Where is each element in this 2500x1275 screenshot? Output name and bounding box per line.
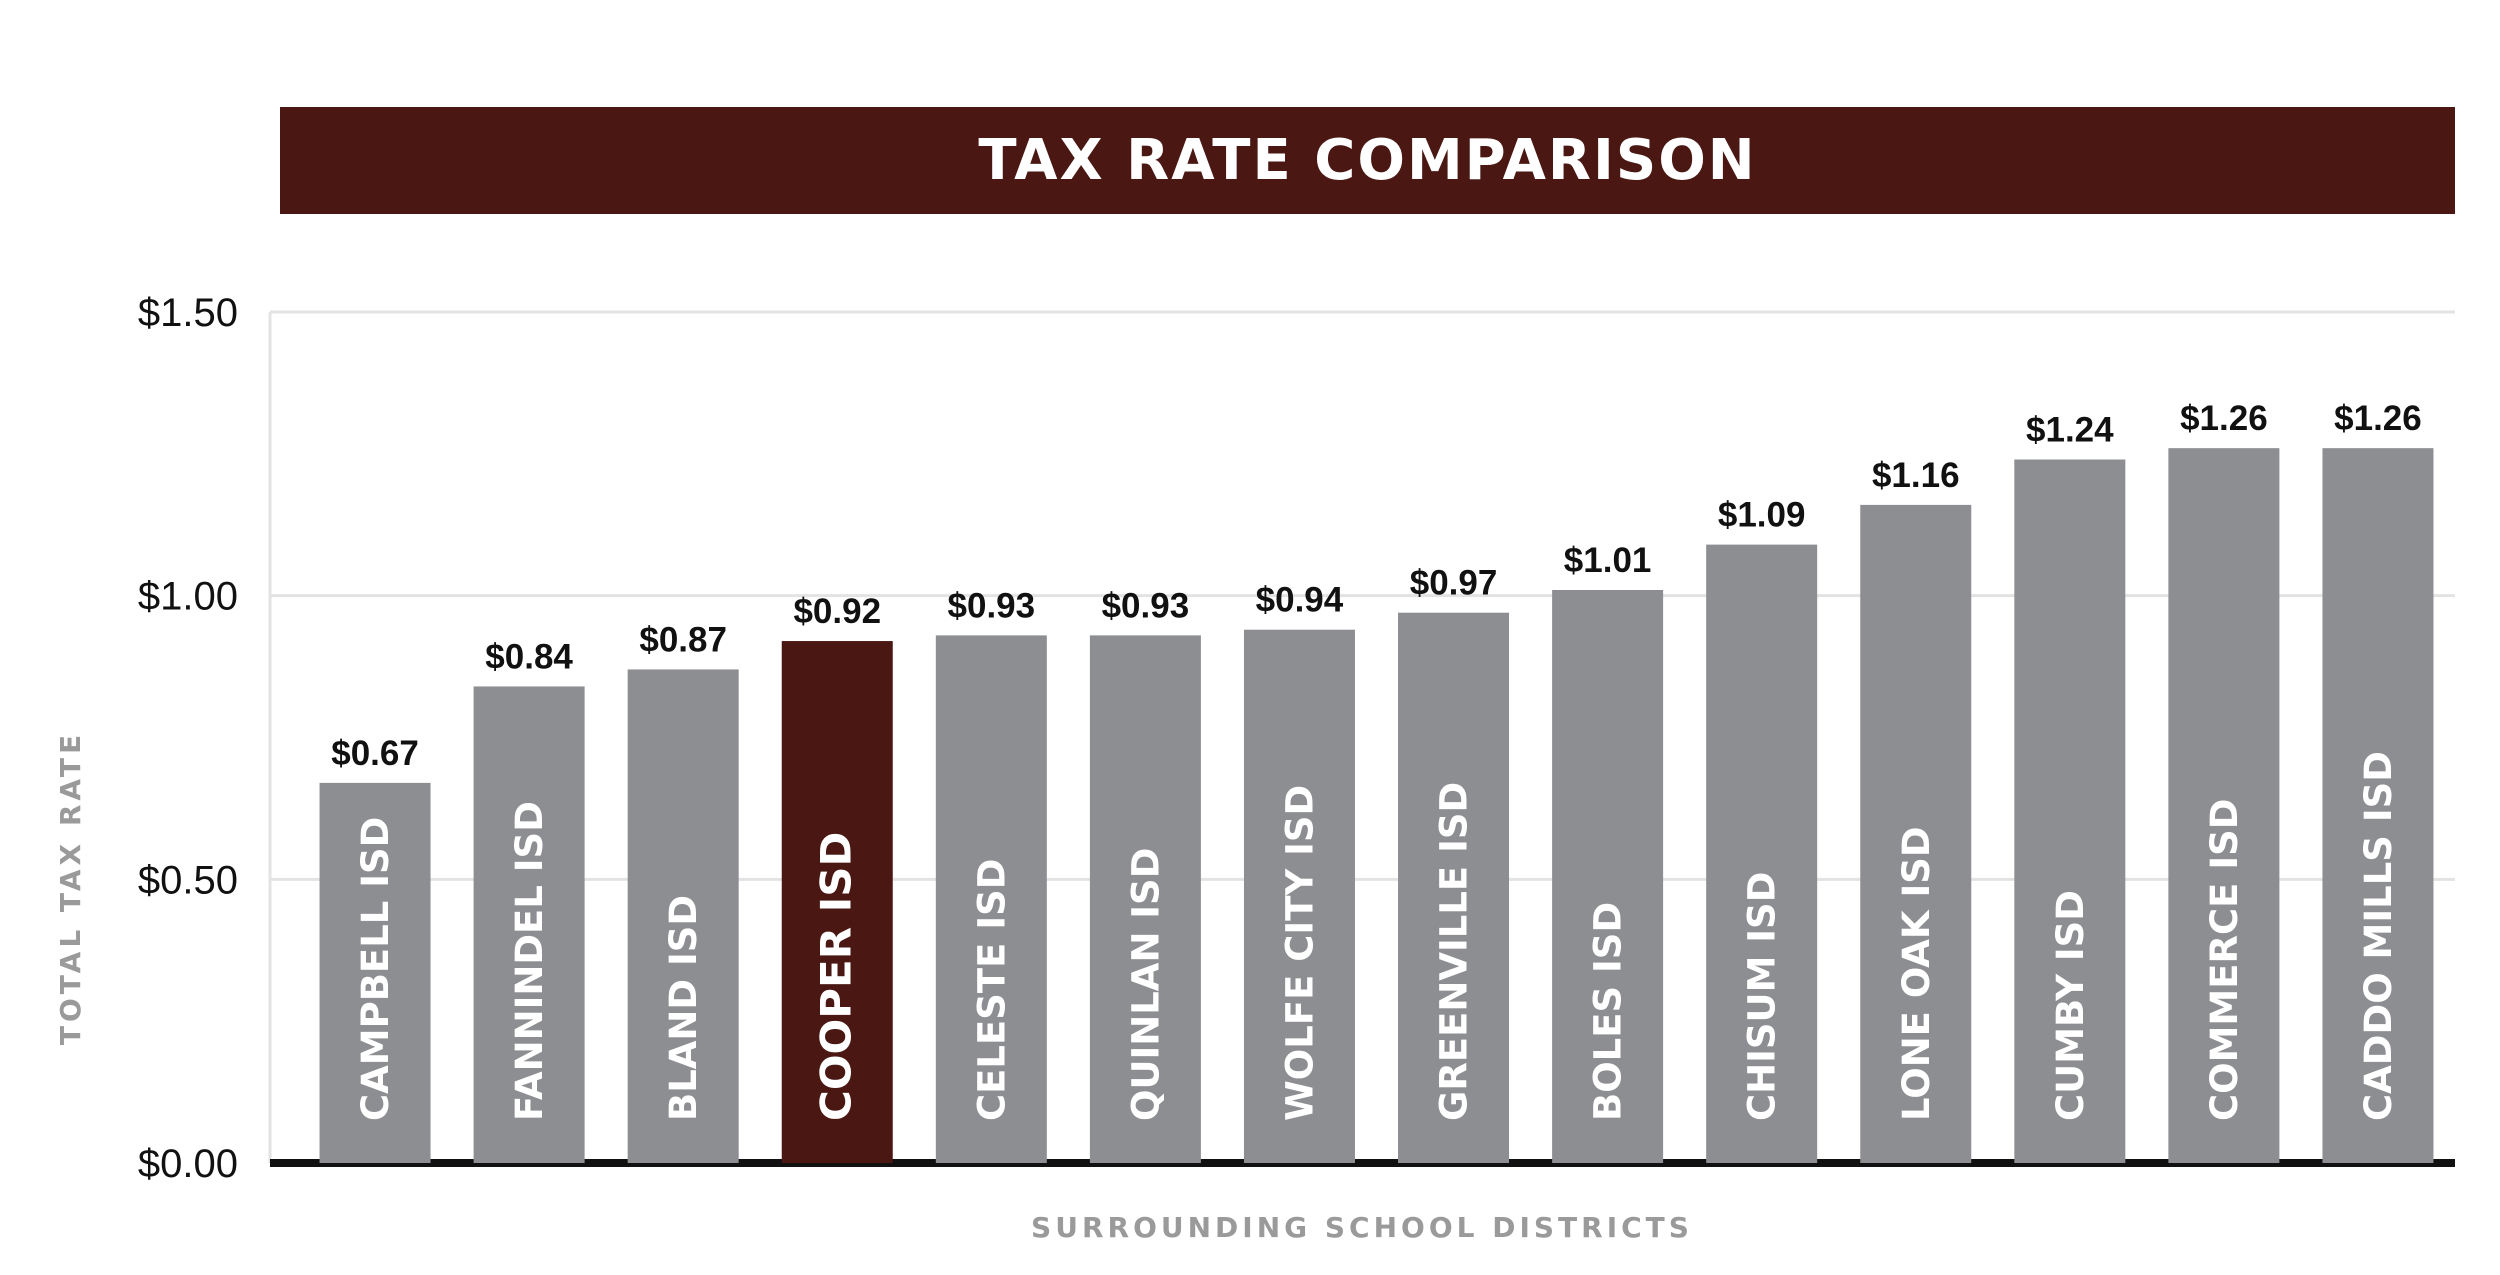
labels: $0.00 $0.50 $1.00 $1.50 $0.67 CAMPBELL ISD $0.… xyxy=(138,291,2422,1186)
category-label: WOLFE CITY ISD xyxy=(1278,785,1321,1121)
category-label: CADDO MILLS ISD xyxy=(2357,751,2400,1121)
data-label: $1.26 xyxy=(2180,399,2268,438)
y-tick-label: $0.00 xyxy=(138,1142,238,1186)
data-label: $0.87 xyxy=(639,620,727,659)
bar xyxy=(1089,635,1201,1163)
bar xyxy=(473,686,585,1163)
category-label: LONE OAK ISD xyxy=(1895,826,1938,1121)
category-label: CAMPBELL ISD xyxy=(354,817,397,1121)
bar xyxy=(2014,459,2126,1163)
data-label: $0.92 xyxy=(793,592,881,631)
y-tick-label: $0.50 xyxy=(138,858,238,902)
bar xyxy=(1552,589,1664,1163)
data-label: $0.84 xyxy=(485,637,573,676)
bar xyxy=(1860,504,1972,1164)
bar xyxy=(781,641,893,1163)
bar xyxy=(1398,612,1510,1163)
y-tick-label: $1.50 xyxy=(138,291,238,335)
category-label: COOPER ISD xyxy=(811,832,860,1121)
data-label: $1.09 xyxy=(1718,496,1806,535)
category-label: CHISUM ISD xyxy=(1741,872,1784,1121)
bar xyxy=(935,635,1047,1163)
category-label: FANNINDEL ISD xyxy=(508,801,551,1121)
x-axis-title: SURROUNDING SCHOOL DISTRICTS xyxy=(1031,1211,1693,1244)
data-label: $1.01 xyxy=(1564,541,1652,580)
category-label: GREENVILLE ISD xyxy=(1433,782,1476,1121)
category-label: BLAND ISD xyxy=(662,895,705,1121)
data-label: $0.93 xyxy=(948,586,1036,625)
category-label: CUMBY ISD xyxy=(2049,890,2092,1121)
bar xyxy=(627,669,739,1163)
chart-title-banner: TAX RATE COMPARISON xyxy=(280,107,2455,214)
y-tick-label: $1.00 xyxy=(138,575,238,619)
data-label: $0.67 xyxy=(331,734,419,773)
bar xyxy=(2322,448,2434,1163)
bar xyxy=(319,782,431,1163)
bar xyxy=(1706,544,1818,1163)
y-axis-title: TOTAL TAX RATE xyxy=(54,731,87,1045)
bar xyxy=(2168,448,2280,1163)
data-label: $0.94 xyxy=(1256,581,1344,620)
bars xyxy=(319,448,2434,1164)
data-label: $1.24 xyxy=(2026,411,2114,450)
category-label: BOLES ISD xyxy=(1587,902,1630,1121)
data-label: $1.26 xyxy=(2334,399,2422,438)
category-label: QUINLAN ISD xyxy=(1124,848,1167,1121)
bar xyxy=(1243,629,1355,1163)
category-label: CELESTE ISD xyxy=(970,859,1013,1121)
category-label: COMMERCE ISD xyxy=(2203,799,2246,1121)
gridlines xyxy=(268,310,2455,1167)
data-label: $0.93 xyxy=(1102,586,1190,625)
data-label: $1.16 xyxy=(1872,456,1960,495)
data-label: $0.97 xyxy=(1410,564,1498,603)
chart-title: TAX RATE COMPARISON xyxy=(978,128,1757,193)
